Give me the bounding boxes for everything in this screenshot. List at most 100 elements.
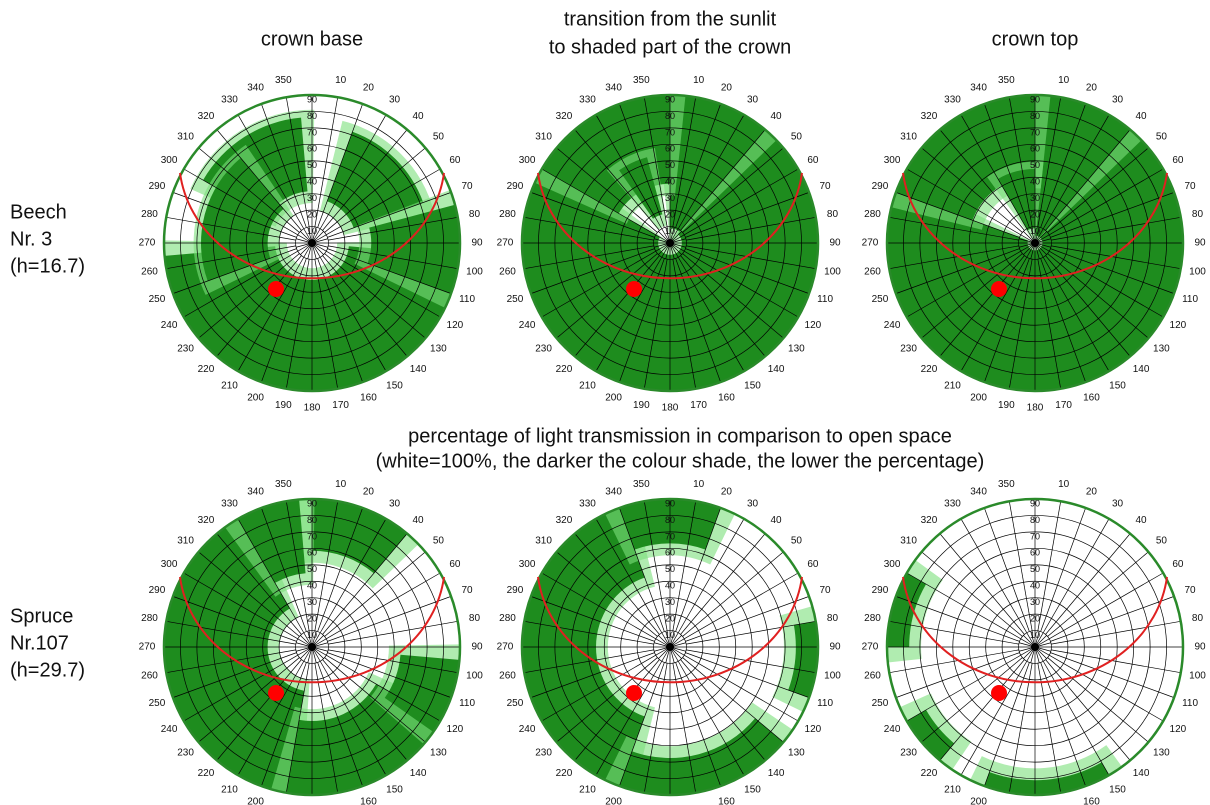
azimuth-label: 30: [1112, 95, 1124, 106]
azimuth-label: 230: [900, 748, 917, 759]
azimuth-label: 230: [900, 344, 917, 355]
center: [666, 239, 674, 247]
azimuth-label: 110: [817, 294, 833, 305]
azimuth-label: 170: [332, 400, 349, 411]
elevation-label: 20: [665, 613, 675, 623]
azimuth-label: 150: [744, 381, 761, 392]
azimuth-label: 20: [721, 83, 733, 94]
azimuth-label: 70: [461, 585, 473, 596]
azimuth-label: 20: [1086, 487, 1098, 498]
azimuth-label: 350: [275, 75, 292, 86]
azimuth-label: 160: [360, 797, 377, 805]
azimuth-label: 120: [805, 320, 822, 331]
azimuth-label: 260: [499, 670, 516, 681]
azimuth-label: 50: [1156, 536, 1168, 547]
azimuth-label: 140: [410, 768, 427, 779]
azimuth-label: 190: [275, 400, 292, 411]
azimuth-label: 300: [884, 559, 901, 570]
elevation-label: 20: [665, 209, 675, 219]
azimuth-label: 320: [921, 515, 938, 526]
elevation-label: 20: [307, 209, 317, 219]
azimuth-label: 90: [829, 642, 841, 653]
azimuth-label: 210: [221, 785, 238, 796]
grid-spoke: [1049, 655, 1163, 721]
azimuth-label: 340: [247, 487, 264, 498]
elevation-label: 70: [665, 127, 675, 137]
azimuth-label: 240: [884, 724, 901, 735]
azimuth-label: 90: [471, 642, 483, 653]
azimuth-label: 300: [519, 559, 536, 570]
azimuth-label: 350: [998, 479, 1015, 490]
azimuth-label: 120: [447, 320, 464, 331]
azimuth-label: 290: [507, 181, 524, 192]
azimuth-label: 110: [817, 698, 833, 709]
azimuth-label: 100: [824, 266, 841, 277]
azimuth-label: 120: [1170, 320, 1187, 331]
grid-spoke: [1051, 650, 1181, 673]
elevation-label: 40: [307, 581, 317, 591]
azimuth-label: 220: [921, 364, 938, 375]
azimuth-label: 60: [449, 559, 461, 570]
azimuth-label: 160: [718, 797, 735, 805]
elevation-label: 10: [665, 226, 675, 236]
elevation-label: 90: [1030, 94, 1040, 104]
azimuth-label: 10: [1058, 75, 1070, 86]
sun-position: [991, 281, 1007, 297]
azimuth-label: 70: [1184, 181, 1196, 192]
row-label: Nr. 3: [10, 228, 52, 250]
elevation-label: 10: [307, 630, 317, 640]
elevation-label: 40: [665, 177, 675, 187]
azimuth-label: 100: [1189, 266, 1206, 277]
azimuth-label: 110: [459, 698, 475, 709]
azimuth-label: 220: [198, 768, 215, 779]
azimuth-label: 200: [970, 393, 987, 404]
azimuth-label: 150: [386, 785, 403, 796]
center: [666, 643, 674, 651]
polar-plot: 1020304050607080901001101201301401501601…: [139, 75, 484, 413]
azimuth-label: 30: [389, 95, 401, 106]
elevation-label: 20: [1030, 209, 1040, 219]
azimuth-label: 100: [1189, 670, 1206, 681]
azimuth-label: 260: [141, 670, 158, 681]
row-label: (h=29.7): [10, 659, 85, 681]
azimuth-label: 260: [864, 266, 881, 277]
azimuth-label: 150: [386, 381, 403, 392]
azimuth-label: 280: [499, 613, 516, 624]
azimuth-label: 140: [1133, 768, 1150, 779]
azimuth-label: 120: [1170, 724, 1187, 735]
grid-spoke: [961, 519, 1027, 633]
grid-spoke: [1043, 661, 1109, 775]
azimuth-label: 260: [864, 670, 881, 681]
azimuth-label: 310: [177, 132, 194, 143]
elevation-label: 50: [307, 564, 317, 574]
azimuth-label: 40: [1135, 515, 1147, 526]
elevation-label: 70: [1030, 127, 1040, 137]
azimuth-label: 130: [788, 748, 805, 759]
azimuth-label: 290: [149, 585, 166, 596]
azimuth-label: 140: [410, 364, 427, 375]
elevation-label: 20: [307, 613, 317, 623]
center: [1031, 239, 1039, 247]
azimuth-label: 170: [1055, 400, 1072, 411]
azimuth-label: 80: [827, 613, 839, 624]
azimuth-label: 250: [507, 698, 524, 709]
elevation-label: 90: [307, 94, 317, 104]
grid-spoke: [1038, 501, 1061, 631]
grid-spoke: [961, 661, 1027, 775]
polar-plot: 1020304050607080901001101201301401501601…: [497, 75, 842, 413]
azimuth-label: 160: [1083, 393, 1100, 404]
azimuth-label: 300: [161, 155, 178, 166]
azimuth-label: 10: [335, 75, 347, 86]
azimuth-label: 220: [198, 364, 215, 375]
azimuth-label: 220: [556, 364, 573, 375]
azimuth-label: 290: [872, 585, 889, 596]
elevation-label: 70: [1030, 531, 1040, 541]
azimuth-label: 130: [430, 748, 447, 759]
caption: percentage of light transmission in comp…: [408, 425, 952, 447]
polar-plot: 1020304050607080901001101201301401501601…: [862, 75, 1207, 413]
azimuth-label: 320: [198, 515, 215, 526]
azimuth-label: 80: [469, 209, 481, 220]
azimuth-label: 270: [862, 642, 879, 653]
elevation-label: 80: [665, 515, 675, 525]
elevation-label: 90: [665, 94, 675, 104]
